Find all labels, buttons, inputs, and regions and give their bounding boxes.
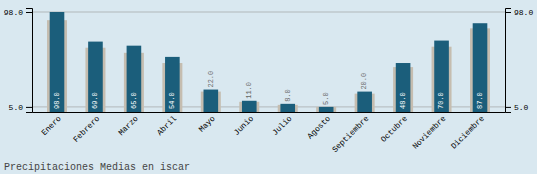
x-tick-label: Marzo [117,114,140,137]
y-axis-right-tick: 98.0 [505,8,533,17]
bar [127,46,142,112]
data-label: 69.0 [91,92,99,109]
bar [280,104,295,112]
grid-line [32,12,505,13]
y-axis-right: 5.0 98.0 [505,8,533,112]
data-label: 70.0 [437,92,445,109]
data-label: 5.0 [322,92,330,105]
x-tick-label: Octubre [379,114,409,144]
x-tick-label: Noviembre [411,114,448,151]
data-label: 87.0 [476,92,484,109]
x-tick: Noviembre [411,114,448,151]
data-label: 11.0 [245,82,253,99]
x-tick-label: Febrero [71,114,101,144]
x-axis: Enero Febrero Marzo Abril Mayo Junio Julio Agos… [33,113,506,155]
x-axis-line [33,112,506,113]
x-tick: Julio [270,114,293,137]
x-tick: Mayo [197,114,217,134]
y-axis-right-tick-label: 98.0 [514,8,533,17]
title: Precipitaciones Medias en iscar [4,162,190,173]
data-labels: 98.0 69.0 65.0 54.0 22.0 11.0 8.0 5.0 20.0 48.0 70… [53,71,484,109]
x-tick-label: Mayo [197,114,217,134]
y-axis-right-tick-mark [505,12,511,13]
data-label: 65.0 [130,92,138,109]
bar [319,107,334,112]
bar [396,63,411,112]
data-label: 22.0 [207,71,215,88]
x-tick: Enero [40,114,63,137]
bar [434,41,449,112]
data-label: 20.0 [360,73,368,90]
x-tick-label: Diciembre [449,114,486,151]
series-1 [50,12,488,112]
y-axis-line [26,9,33,113]
y-axis-tick-mark [26,12,32,13]
y-axis-right-tick-label: 5.0 [514,103,529,112]
x-tick-label: Enero [40,114,63,137]
bar [357,92,372,112]
series-0 [47,20,490,112]
x-tick-label: Septiembre [330,114,370,154]
bars [47,12,490,112]
y-axis-tick: 98.0 [4,8,32,17]
chart: Enero Febrero Marzo Abril Mayo Junio Julio Agos… [0,0,537,174]
bar [165,57,180,112]
bar [88,42,103,112]
bar [50,12,65,112]
x-tick: Octubre [379,114,409,144]
bar [204,90,219,112]
x-tick: Marzo [117,114,140,137]
y-axis-tick-label: 98.0 [4,8,23,17]
x-tick: Agosto [305,114,332,141]
data-label: 54.0 [168,92,176,109]
bar [242,101,257,112]
data-label: 48.0 [399,92,407,109]
y-axis-right-line [506,9,512,113]
bar [473,23,488,112]
x-tick: Diciembre [449,114,486,151]
x-tick: Febrero [71,114,101,144]
y-axis-tick-mark [26,107,32,108]
data-label: 8.0 [284,89,292,102]
bar [316,107,336,112]
x-tick-label: Junio [232,114,255,137]
y-axis-tick: 5.0 [9,103,32,112]
y-axis-right-tick-mark [505,107,511,108]
x-tick: Septiembre [330,114,370,154]
x-tick-label: Agosto [305,114,332,141]
y-axis: 5.0 98.0 [4,8,33,112]
x-tick: Abril [155,114,178,137]
y-axis-tick-label: 5.0 [9,103,24,112]
data-label: 98.0 [53,92,61,109]
x-tick-label: Julio [270,114,293,137]
x-tick: Junio [232,114,255,137]
y-axis-right-tick: 5.0 [505,103,529,112]
x-tick-label: Abril [155,114,178,137]
